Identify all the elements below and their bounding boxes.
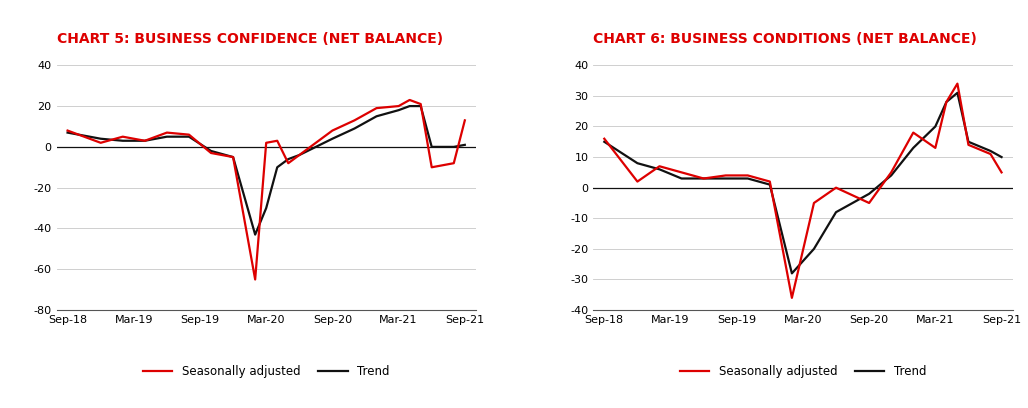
Seasonally adjusted xyxy=(293,153,305,157)
Text: CHART 5: BUSINESS CONFIDENCE (NET BALANCE): CHART 5: BUSINESS CONFIDENCE (NET BALANC… xyxy=(57,32,443,46)
Seasonally adjusted xyxy=(598,136,611,141)
Trend xyxy=(227,155,240,160)
Trend xyxy=(941,100,953,104)
Trend xyxy=(764,182,776,187)
Trend xyxy=(403,104,415,109)
Seasonally adjusted xyxy=(249,277,261,282)
Trend xyxy=(348,126,361,131)
Seasonally adjusted xyxy=(426,165,438,170)
Trend xyxy=(995,155,1007,160)
Seasonally adjusted xyxy=(326,128,338,133)
Trend xyxy=(139,138,151,143)
Trend xyxy=(907,146,919,151)
Trend xyxy=(370,114,382,119)
Seasonally adjusted xyxy=(348,118,361,123)
Seasonally adjusted xyxy=(951,81,963,86)
Seasonally adjusted xyxy=(227,155,240,160)
Line: Trend: Trend xyxy=(68,106,465,235)
Trend xyxy=(951,91,963,95)
Trend xyxy=(160,134,173,139)
Seasonally adjusted xyxy=(631,179,644,184)
Trend xyxy=(785,271,798,276)
Trend xyxy=(282,157,294,162)
Seasonally adjusted xyxy=(995,170,1007,175)
Seasonally adjusted xyxy=(962,142,975,147)
Trend xyxy=(95,136,107,141)
Seasonally adjusted xyxy=(741,173,754,178)
Trend xyxy=(631,161,644,166)
Seasonally adjusted xyxy=(808,201,820,206)
Trend xyxy=(675,176,688,181)
Seasonally adjusted xyxy=(403,98,415,102)
Text: CHART 6: BUSINESS CONDITIONS (NET BALANCE): CHART 6: BUSINESS CONDITIONS (NET BALANC… xyxy=(593,32,978,46)
Seasonally adjusted xyxy=(393,104,405,109)
Seasonally adjusted xyxy=(370,106,382,111)
Seasonally adjusted xyxy=(785,295,798,300)
Trend xyxy=(393,108,405,113)
Trend xyxy=(183,134,195,139)
Seasonally adjusted xyxy=(447,161,460,166)
Trend xyxy=(962,140,975,144)
Seasonally adjusted xyxy=(116,134,128,139)
Seasonally adjusted xyxy=(458,118,471,123)
Trend xyxy=(458,142,471,147)
Seasonally adjusted xyxy=(271,138,284,143)
Seasonally adjusted xyxy=(654,164,666,169)
Trend xyxy=(808,246,820,251)
Seasonally adjusted xyxy=(929,146,942,151)
Trend xyxy=(720,176,732,181)
Legend: Seasonally adjusted, Trend: Seasonally adjusted, Trend xyxy=(674,360,931,383)
Trend xyxy=(62,130,74,135)
Seasonally adjusted xyxy=(414,102,427,106)
Trend xyxy=(271,165,284,170)
Trend xyxy=(260,206,272,211)
Trend xyxy=(697,176,709,181)
Seasonally adjusted xyxy=(830,185,842,190)
Line: Trend: Trend xyxy=(604,93,1001,273)
Seasonally adjusted xyxy=(62,128,74,133)
Seasonally adjusted xyxy=(985,152,997,157)
Seasonally adjusted xyxy=(183,132,195,137)
Seasonally adjusted xyxy=(697,176,709,181)
Trend xyxy=(598,140,611,144)
Seasonally adjusted xyxy=(941,100,953,104)
Trend xyxy=(741,176,754,181)
Seasonally adjusted xyxy=(885,170,897,175)
Seasonally adjusted xyxy=(675,170,688,175)
Seasonally adjusted xyxy=(282,161,294,166)
Trend xyxy=(414,104,427,109)
Trend xyxy=(249,232,261,237)
Seasonally adjusted xyxy=(720,173,732,178)
Trend xyxy=(862,191,875,196)
Trend xyxy=(326,136,338,141)
Trend xyxy=(929,124,942,129)
Seasonally adjusted xyxy=(139,138,151,143)
Trend xyxy=(293,153,305,157)
Trend xyxy=(116,138,128,143)
Trend xyxy=(654,167,666,172)
Line: Seasonally adjusted: Seasonally adjusted xyxy=(604,84,1001,298)
Seasonally adjusted xyxy=(764,179,776,184)
Seasonally adjusted xyxy=(95,140,107,145)
Trend xyxy=(447,144,460,149)
Trend xyxy=(426,144,438,149)
Seasonally adjusted xyxy=(907,130,919,135)
Trend xyxy=(830,210,842,215)
Seasonally adjusted xyxy=(160,130,173,135)
Seasonally adjusted xyxy=(862,201,875,206)
Trend xyxy=(205,149,217,153)
Legend: Seasonally adjusted, Trend: Seasonally adjusted, Trend xyxy=(138,360,395,383)
Seasonally adjusted xyxy=(260,140,272,145)
Trend xyxy=(985,149,997,153)
Line: Seasonally adjusted: Seasonally adjusted xyxy=(68,100,465,279)
Seasonally adjusted xyxy=(205,151,217,155)
Trend xyxy=(885,173,897,178)
